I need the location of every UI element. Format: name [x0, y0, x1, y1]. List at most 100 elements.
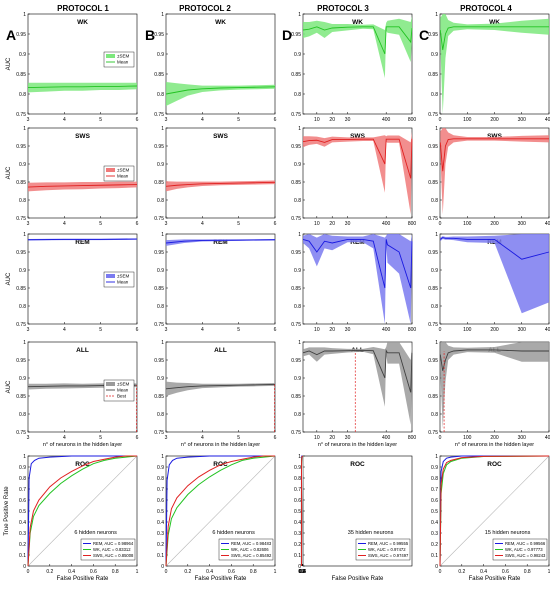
y-tick-label: 0.6 — [294, 498, 301, 504]
x-tick-label: 4 — [63, 221, 66, 227]
x-tick-label: 400 — [545, 435, 550, 441]
panel-title: ROC — [350, 461, 365, 468]
x-tick-label: 5 — [237, 327, 240, 333]
panel-roc-4: ROC 0 0.1 0.2 0.3 0.4 0.5 0.6 0.7 0.8 0.9 1 0 0.2 0.4 0… — [431, 454, 550, 582]
y-tick-label: 0.95 — [291, 250, 301, 256]
y-tick-label: 0.8 — [294, 412, 301, 418]
x-axis-label: n° of neurons in the hidden layer — [318, 442, 397, 448]
x-tick-label: 0.8 — [524, 569, 531, 575]
column-headers: PROTOCOL 1 PROTOCOL 2 PROTOCOL 3 PROTOCO… — [57, 4, 512, 13]
panel-wk-4: WK 0.75 0.8 0.85 0.9 0.95 1 0 100 200 300 400 — [428, 12, 550, 123]
panel-wk-3: WK 0.75 0.8 0.85 0.9 0.95 1 10 20 30 400 800 — [291, 12, 416, 123]
y-axis-label: AUC — [6, 380, 12, 393]
x-tick-label: 100 — [463, 435, 472, 441]
panel-title: WK — [352, 19, 363, 26]
x-tick-label: 0.4 — [299, 569, 306, 575]
y-tick-label: 1 — [435, 12, 438, 18]
y-tick-label: 0.9 — [294, 465, 301, 471]
y-tick-label: 0.9 — [431, 465, 438, 471]
panel-letter-c: C — [419, 27, 429, 43]
panel-title: REM — [75, 239, 89, 246]
y-tick-label: 1 — [23, 232, 26, 238]
y-tick-label: 0.85 — [428, 286, 438, 292]
x-tick-label: 0.4 — [206, 569, 213, 575]
panel-title: WK — [77, 19, 88, 26]
legend-label: ±SEM — [117, 382, 129, 387]
y-tick-label: 0.5 — [19, 509, 26, 515]
x-tick-label: 0.6 — [228, 569, 235, 575]
x-tick-label: 0.2 — [458, 569, 465, 575]
x-tick-label: 0 — [439, 327, 442, 333]
y-tick-label: 1 — [23, 454, 26, 460]
column-header-4: PROTOCOL 4 — [460, 4, 512, 13]
y-tick-label: 0.6 — [431, 498, 438, 504]
y-tick-label: 0.4 — [157, 520, 164, 526]
y-tick-label: 0.95 — [16, 358, 26, 364]
mean-line — [439, 349, 549, 371]
sem-band — [303, 342, 412, 425]
x-axis-label: False Positive Rate — [57, 576, 109, 582]
y-tick-label: 0.9 — [294, 52, 301, 58]
mean-line — [27, 85, 138, 89]
panel-title: REM — [213, 239, 227, 246]
y-tick-label: 1 — [435, 340, 438, 346]
roc-annotation: 15 hidden neurons — [485, 530, 531, 536]
y-tick-label: 1 — [161, 126, 164, 132]
y-tick-label: 0.6 — [157, 498, 164, 504]
y-tick-label: 0.85 — [154, 286, 164, 292]
x-tick-label: 30 — [345, 117, 351, 123]
x-tick-label: 300 — [518, 221, 527, 227]
x-tick-label: 300 — [518, 327, 527, 333]
column-header-1: PROTOCOL 1 — [57, 4, 109, 13]
y-tick-label: 0.8 — [19, 476, 26, 482]
x-axis-label: False Positive Rate — [195, 576, 247, 582]
y-tick-label: 0.1 — [19, 553, 26, 559]
plot-frame — [439, 127, 550, 219]
sem-band — [440, 234, 549, 314]
x-tick-label: 6 — [136, 327, 139, 333]
y-tick-label: 0.95 — [428, 250, 438, 256]
panel-title: REM — [350, 239, 364, 246]
y-tick-label: 0.9 — [431, 52, 438, 58]
y-tick-label: 0.3 — [431, 531, 438, 537]
y-tick-label: 0.2 — [157, 542, 164, 548]
y-tick-label: 0 — [298, 564, 301, 570]
x-tick-label: 20 — [329, 435, 335, 441]
x-tick-label: 0.2 — [298, 569, 305, 575]
y-tick-label: 0 — [435, 564, 438, 570]
roc-series-3 — [439, 455, 550, 567]
panel-sws-2: SWS 0.75 0.8 0.85 0.9 0.95 1 3 4 5 6 — [154, 126, 276, 227]
x-tick-label: 30 — [345, 435, 351, 441]
sem-band — [440, 14, 549, 114]
y-tick-label: 1 — [435, 126, 438, 132]
y-tick-label: 0.75 — [154, 112, 164, 118]
panel-title: SWS — [75, 133, 90, 140]
y-axis-label: AUC — [6, 272, 12, 285]
x-tick-label: 3 — [27, 435, 30, 441]
sem-band — [440, 128, 549, 215]
y-tick-label: 1 — [161, 340, 164, 346]
y-tick-label: 1 — [23, 12, 26, 18]
y-tick-label: 0.5 — [157, 509, 164, 515]
legend-label: REM, AUC = 0.99555 — [368, 541, 409, 546]
mean-line — [27, 184, 138, 188]
y-tick-label: 0.95 — [428, 358, 438, 364]
panel-title: SWS — [487, 133, 502, 140]
sem-band — [28, 82, 137, 93]
y-tick-label: 1 — [298, 12, 301, 18]
y-tick-label: 0.6 — [19, 498, 26, 504]
column-header-2: PROTOCOL 2 — [179, 4, 231, 13]
sem-band — [166, 82, 275, 106]
diagonal-reference — [439, 455, 550, 567]
y-tick-label: 0.9 — [431, 376, 438, 382]
x-tick-label: 30 — [345, 327, 351, 333]
y-tick-label: 1 — [298, 126, 301, 132]
legend-label: ±SEM — [117, 54, 129, 59]
x-tick-label: 400 — [382, 435, 391, 441]
y-tick-label: 0.9 — [157, 268, 164, 274]
